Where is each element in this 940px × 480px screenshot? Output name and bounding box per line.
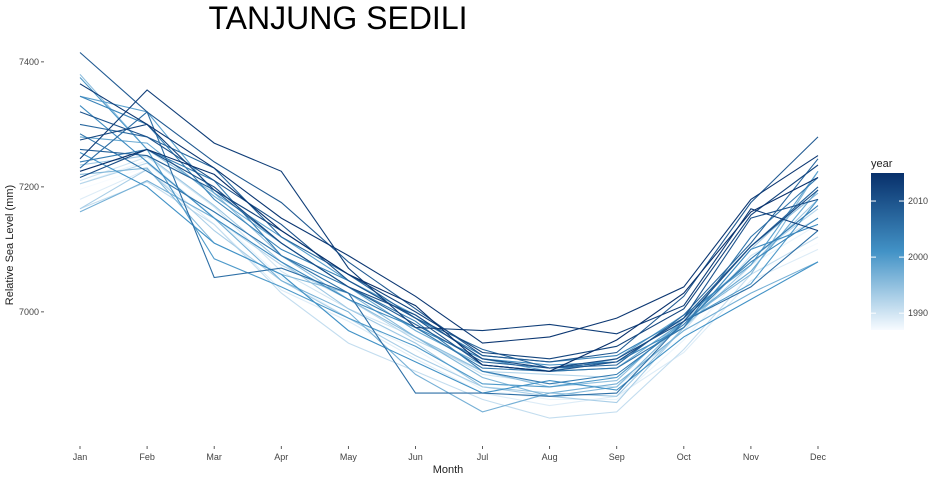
series-lines [79,52,819,419]
series-line-2013 [79,89,819,335]
series-line-2014 [79,83,819,344]
series-line-2012 [79,123,819,360]
series-line-2003 [79,95,819,363]
y-tick-label-7000: 7000 [19,307,39,317]
series-line-1988 [79,159,819,400]
x-tick-label-jan: Jan [73,452,88,462]
y-tick-label-7400: 7400 [19,57,39,67]
series-line-2005 [79,133,819,372]
chart-title: TANJUNG SEDILI [209,0,468,36]
x-tick-label-apr: Apr [274,452,288,462]
series-line-1999 [79,95,819,372]
y-axis: 7000 7200 7400 [19,57,44,317]
series-line-2004 [79,148,819,385]
series-line-1992 [79,162,819,379]
series-line-1998 [79,136,819,372]
x-tick-label-sep: Sep [609,452,625,462]
x-tick-label-mar: Mar [206,452,222,462]
series-line-2006 [79,110,819,397]
x-tick-label-jun: Jun [408,452,423,462]
series-line-2008 [79,148,819,369]
y-tick-label-7200: 7200 [19,182,39,192]
y-axis-title: Relative Sea Level (mm) [4,185,16,305]
x-tick-label-dec: Dec [810,452,827,462]
series-line-2010 [79,111,819,372]
series-line-1995 [79,74,819,388]
series-line-2015 [79,148,819,372]
x-tick-label-jul: Jul [477,452,489,462]
series-line-2011 [79,148,819,369]
x-axis-title: Month [433,464,464,476]
series-line-1991 [79,181,819,419]
x-tick-label-may: May [340,452,358,462]
legend-title: year [871,158,893,170]
series-line-2007 [79,123,819,369]
legend-label-2000: 2000 [908,252,928,262]
x-axis: Jan Feb Mar Apr May Jun Jul Aug Sep Oct Nov Dec [73,446,827,462]
legend: year 1990 2000 2010 [871,158,928,330]
x-tick-label-aug: Aug [542,452,558,462]
x-tick-label-nov: Nov [743,452,760,462]
legend-colorbar [871,173,904,330]
legend-label-1990: 1990 [908,308,928,318]
legend-ticks: 1990 2000 2010 [871,196,928,318]
series-line-1989 [79,168,819,407]
x-tick-label-oct: Oct [677,452,692,462]
series-line-2001 [79,152,819,394]
x-tick-label-feb: Feb [139,452,155,462]
legend-label-2010: 2010 [908,196,928,206]
